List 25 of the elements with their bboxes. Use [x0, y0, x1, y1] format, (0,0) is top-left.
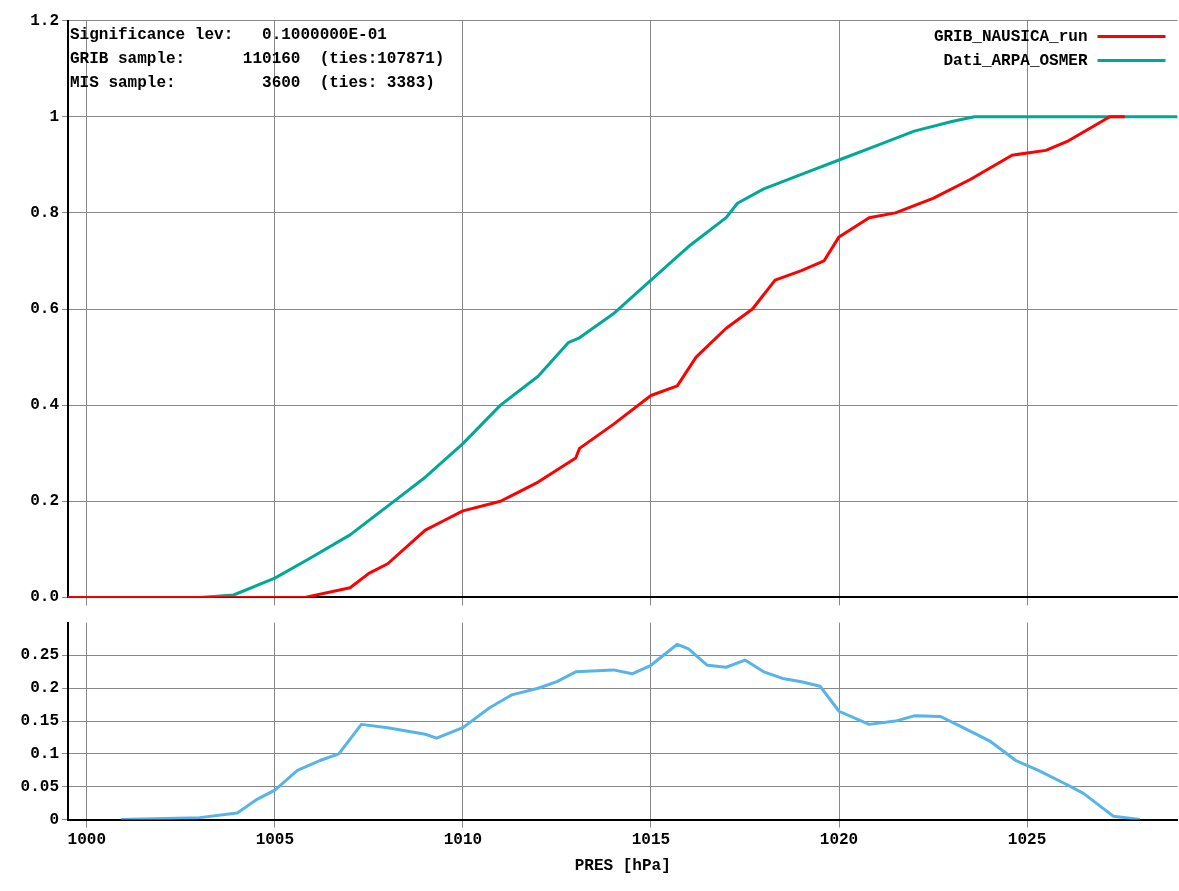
y-tick-label: 0 [49, 810, 59, 829]
x-tick-label: 1010 [443, 831, 483, 850]
x-tick-label: 1025 [1007, 831, 1047, 850]
y-tick-label: 0.25 [20, 646, 59, 665]
annotation: GRIB sample: 110160 (ties:107871) [70, 49, 445, 68]
y-tick-label: 0.1 [30, 744, 59, 763]
y-tick-label: 0.2 [30, 492, 59, 511]
y-tick-label: 0.6 [30, 300, 59, 319]
annotation: MIS sample: 3600 (ties: 3383) [70, 73, 435, 92]
y-tick-label: 1 [49, 107, 59, 126]
x-tick-label: 1000 [67, 831, 107, 850]
x-tick-label: 1005 [255, 831, 295, 850]
annotation: Significance lev: 0.1000000E-01 [70, 25, 387, 44]
x-tick-label: 1015 [631, 831, 671, 850]
y-tick-label: 0.2 [30, 679, 59, 698]
y-tick-label: 0.8 [30, 203, 59, 222]
x-tick-label: 1020 [819, 831, 859, 850]
y-tick-label: 0.0 [30, 588, 59, 607]
x-axis-title: PRES [hPa] [574, 857, 671, 876]
y-tick-label: 0.4 [30, 396, 60, 415]
y-tick-label: 1.2 [30, 11, 59, 30]
legend-label: Dati_ARPA_OSMER [943, 51, 1088, 70]
y-tick-label: 0.05 [20, 777, 59, 796]
y-tick-label: 0.15 [20, 712, 59, 731]
legend-label: GRIB_NAUSICA_run [933, 27, 1088, 46]
